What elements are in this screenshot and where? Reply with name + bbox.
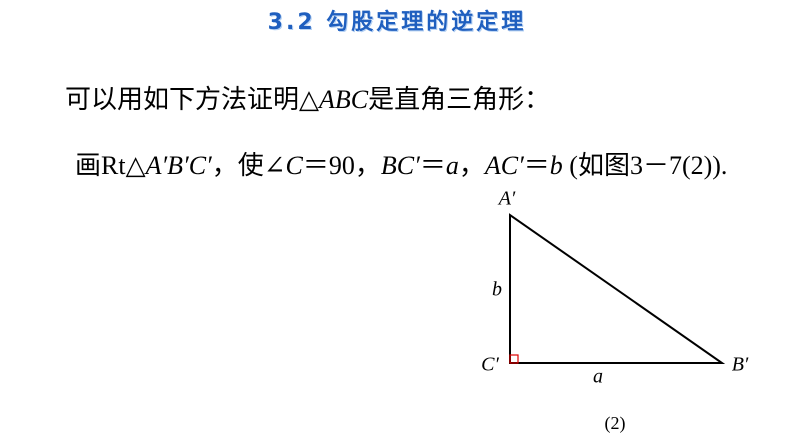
text-run: b bbox=[549, 151, 563, 180]
text-run: ABC bbox=[319, 85, 369, 114]
text-run: BC′ bbox=[380, 151, 420, 180]
text-run: ，使∠ bbox=[211, 151, 286, 180]
text-run: C bbox=[285, 151, 303, 180]
right-angle-mark bbox=[509, 354, 519, 364]
text-run: a bbox=[445, 151, 459, 180]
text-run: ＝90， bbox=[302, 151, 381, 180]
text-run: ＝ bbox=[523, 151, 550, 180]
text-run: (如图3－7(2)). bbox=[562, 151, 728, 180]
slide-title: 3.2 勾股定理的逆定理 bbox=[267, 10, 527, 35]
figure-caption: (2) bbox=[605, 413, 626, 434]
paragraph: 可以用如下方法证明△ABC是直角三角形： bbox=[65, 72, 785, 127]
vertex-label: A′ bbox=[497, 188, 516, 210]
text-run: ， bbox=[458, 151, 485, 180]
text-run: 画Rt△ bbox=[75, 151, 146, 180]
vertex-label: B′ bbox=[732, 354, 749, 376]
paragraph: 画Rt△A′B′C′，使∠C＝90，BC′＝a，AC′＝b (如图3－7(2))… bbox=[50, 138, 780, 193]
text-run: 是直角三角形： bbox=[368, 85, 551, 114]
vertex-label: C′ bbox=[481, 354, 499, 376]
side-label: b bbox=[492, 279, 502, 301]
text-run: 可以用如下方法证明△ bbox=[65, 85, 319, 114]
text-run: AC′ bbox=[484, 151, 524, 180]
side-label: a bbox=[593, 366, 603, 388]
text-run: A′B′C′ bbox=[145, 151, 212, 180]
text-run: ＝ bbox=[419, 151, 446, 180]
triangle bbox=[509, 213, 726, 364]
